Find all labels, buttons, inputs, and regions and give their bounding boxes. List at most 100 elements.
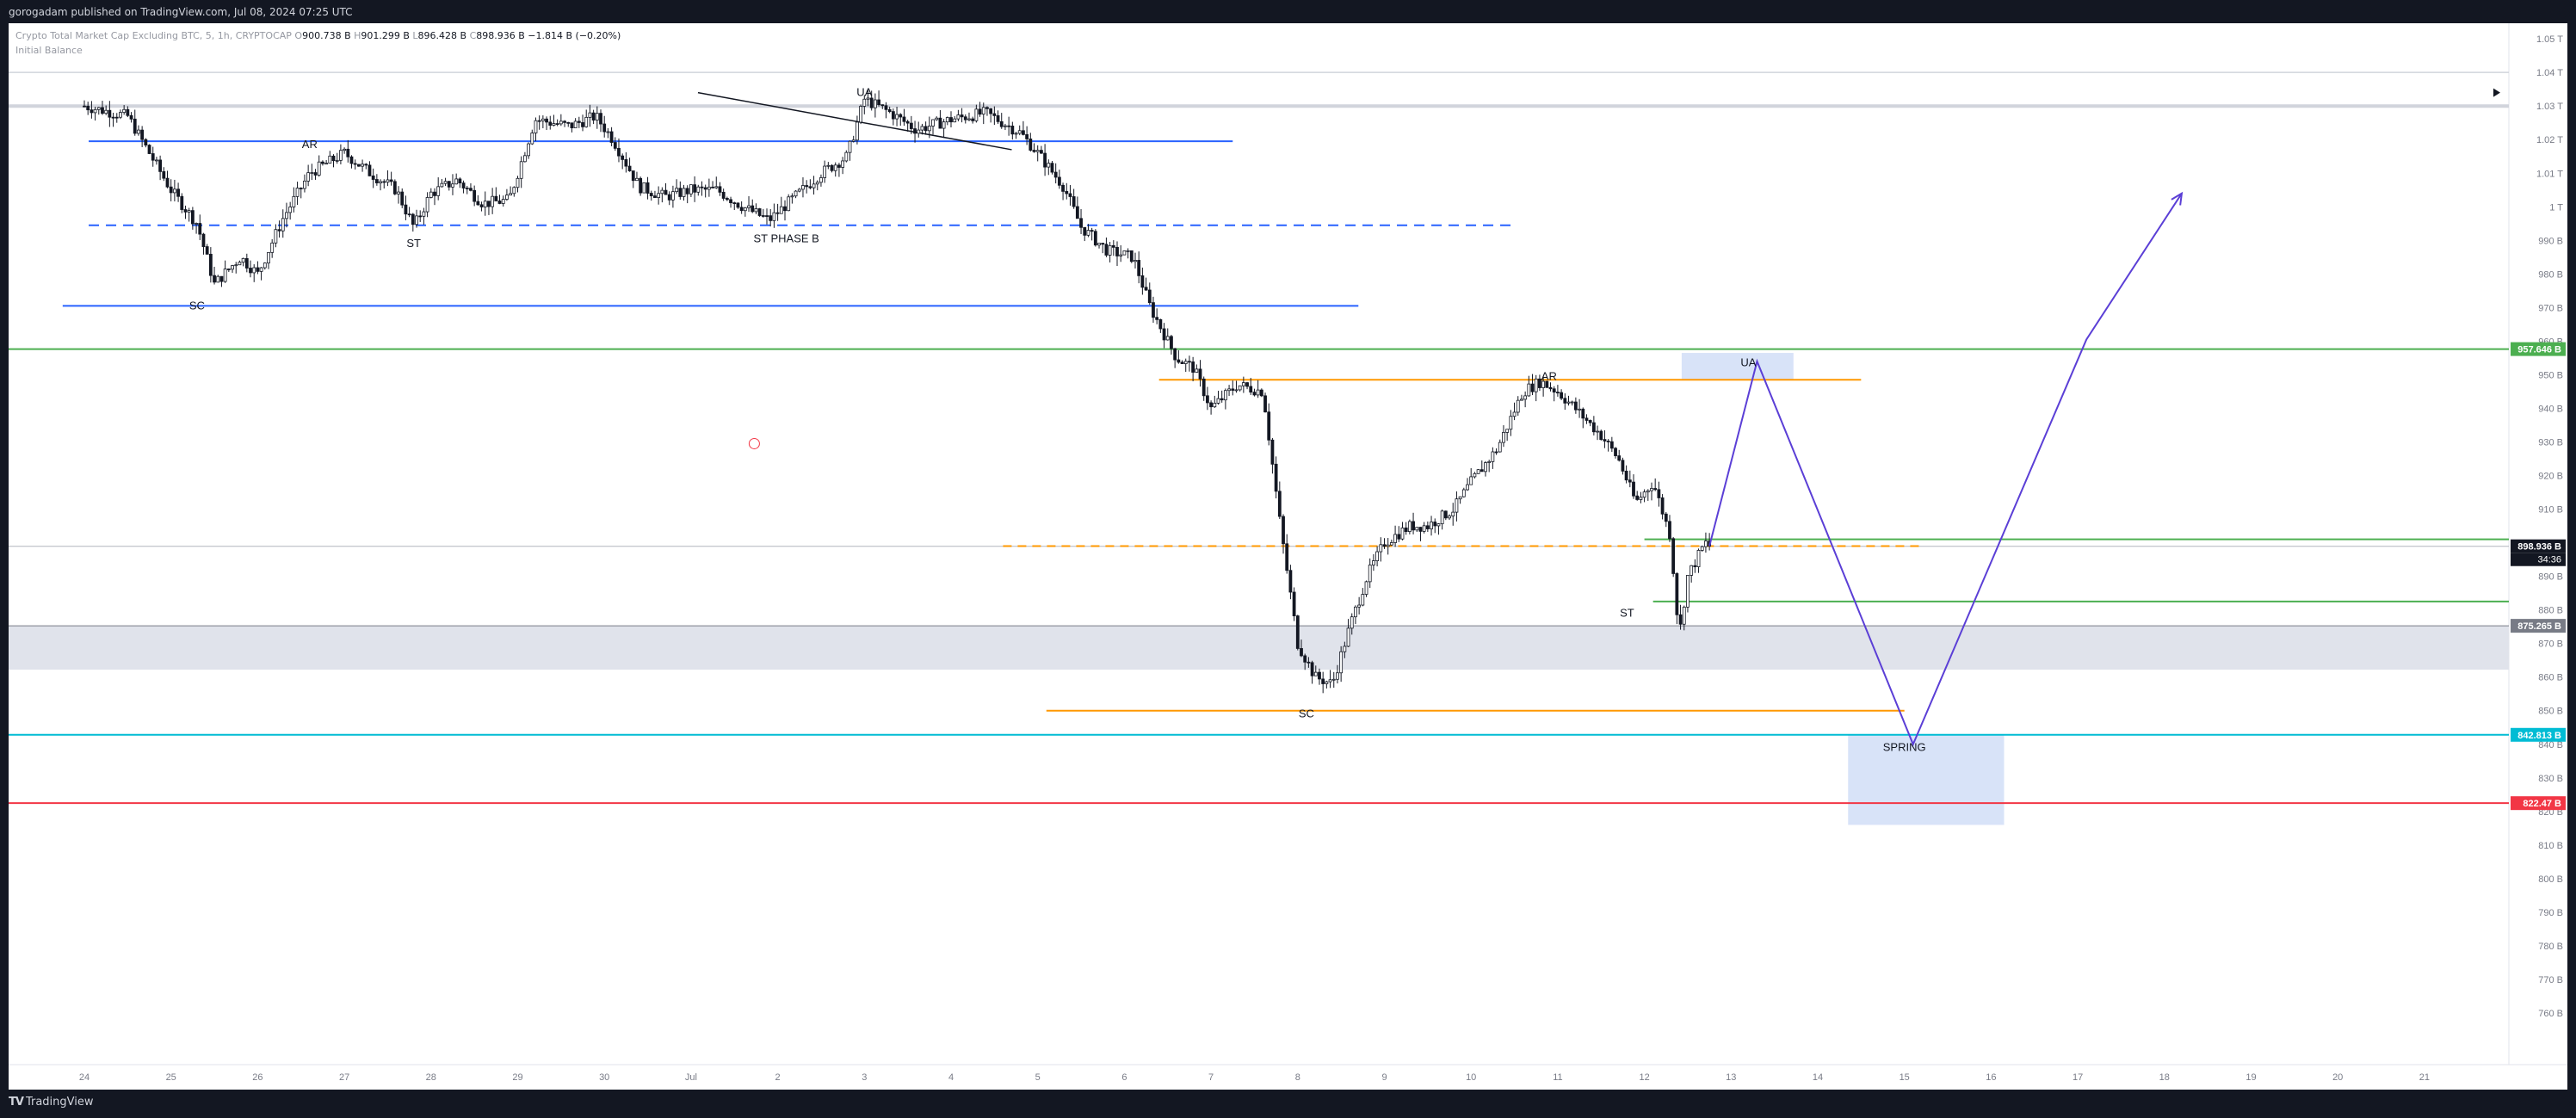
projection-path[interactable] <box>1708 193 2183 747</box>
spring-target-box[interactable] <box>1848 734 2005 825</box>
brand-name: TradingView <box>25 1096 94 1109</box>
candle-down <box>368 164 372 176</box>
candle-up <box>96 107 101 110</box>
candle-down <box>190 210 195 225</box>
annotation-ua: UA <box>1740 356 1756 369</box>
candle-up <box>606 131 610 133</box>
candle-down <box>1617 455 1622 461</box>
candle-down <box>581 122 584 127</box>
candle-down <box>613 142 617 149</box>
candle-down <box>1022 130 1025 135</box>
price-tick-label: 880 B <box>2538 606 2563 616</box>
candle-up <box>238 262 242 266</box>
candle-down <box>577 120 581 123</box>
candle-down <box>208 253 213 276</box>
candle-down <box>761 215 765 217</box>
candle-down <box>624 158 628 167</box>
price-tick-label: 940 B <box>2538 404 2563 414</box>
candle-up <box>1119 254 1123 256</box>
legend-ohlc: O900.738 B H901.299 B L896.428 B C898.93… <box>294 30 528 41</box>
candle-down <box>1614 448 1617 456</box>
candle-up <box>1313 671 1318 676</box>
candle-down <box>469 188 473 191</box>
candle-down <box>736 202 740 208</box>
candle-down <box>1147 289 1152 304</box>
tradingview-logo[interactable]: TV TradingView <box>9 1096 93 1109</box>
time-tick-label: 11 <box>1553 1072 1562 1083</box>
candle-up <box>241 257 245 263</box>
candle-down <box>1061 184 1065 192</box>
support-zone[interactable] <box>9 626 2509 670</box>
candle-up <box>851 139 856 142</box>
candle-up <box>1415 527 1419 531</box>
candle-up <box>826 164 831 167</box>
candle-up <box>1407 521 1412 533</box>
candle-up <box>682 188 686 197</box>
candle-up <box>707 186 711 190</box>
candle-up <box>866 97 870 100</box>
price-tick-label: 1.02 T <box>2536 135 2563 145</box>
candle-down <box>400 191 405 206</box>
candle-up <box>1523 395 1528 400</box>
candle-up <box>856 121 859 141</box>
time-tick-label: Jul <box>685 1072 697 1083</box>
trend-line[interactable] <box>697 91 1012 151</box>
legend-indicator[interactable]: Initial Balance <box>15 45 83 56</box>
price-tick-label: 1.03 T <box>2536 102 2563 112</box>
candle-down <box>1274 463 1278 492</box>
candle-up <box>1017 130 1022 134</box>
candle-up <box>1696 550 1701 567</box>
candle-up <box>223 269 227 282</box>
time-tick-label: 9 <box>1381 1072 1387 1083</box>
candle-up <box>743 207 747 212</box>
legend-c-value: 898.936 B <box>476 30 525 41</box>
candle-down <box>1563 398 1567 404</box>
candle-up <box>974 108 979 121</box>
candle-up <box>519 161 523 179</box>
candle-down <box>108 109 112 118</box>
candle-up <box>812 183 816 188</box>
candle-down <box>1609 441 1614 449</box>
candle-up <box>1035 150 1040 152</box>
candle-up <box>335 159 339 162</box>
candle-up <box>657 193 661 198</box>
candle-down <box>1480 469 1484 473</box>
candle-up <box>263 263 267 269</box>
candle-down <box>783 206 787 212</box>
candle-down <box>884 105 888 110</box>
price-label-bg <box>2511 796 2566 811</box>
candle-down <box>1231 388 1235 391</box>
candle-up <box>339 150 343 161</box>
candle-up <box>967 118 971 120</box>
ua-target-box[interactable] <box>1681 353 1794 380</box>
candle-down <box>169 186 173 194</box>
candle-down <box>548 121 553 126</box>
candle-down <box>1162 328 1166 341</box>
candle-down <box>277 229 281 232</box>
candle-up <box>541 118 545 121</box>
candle-up <box>361 164 364 167</box>
candle-down <box>346 148 350 158</box>
time-tick-label: 15 <box>1900 1072 1910 1083</box>
candle-up <box>1213 403 1217 408</box>
candle-up <box>1505 429 1510 433</box>
candle-up <box>1686 575 1690 608</box>
candle-up <box>155 159 158 162</box>
scroll-right-icon[interactable] <box>2493 88 2500 97</box>
price-tick-label: 830 B <box>2538 774 2563 784</box>
chart-pane[interactable]: 1.06 T1.05 T1.04 T1.03 T1.02 T1.01 T1 T9… <box>9 23 2567 1090</box>
candle-up <box>945 117 949 123</box>
candle-down <box>1693 565 1697 567</box>
candle-down <box>374 179 379 183</box>
candle-up <box>530 133 534 145</box>
candle-down <box>1188 361 1191 363</box>
price-chart[interactable]: 1.06 T1.05 T1.04 T1.03 T1.02 T1.01 T1 T9… <box>9 23 2567 1090</box>
candle-down <box>1628 479 1632 483</box>
candle-up <box>1372 560 1375 565</box>
candle-down <box>1675 573 1679 615</box>
candle-down <box>1285 543 1289 571</box>
price-tick-label: 760 B <box>2538 1009 2563 1019</box>
candle-up <box>1014 133 1018 135</box>
candle-up <box>172 188 176 194</box>
time-tick-label: 20 <box>2332 1072 2343 1083</box>
